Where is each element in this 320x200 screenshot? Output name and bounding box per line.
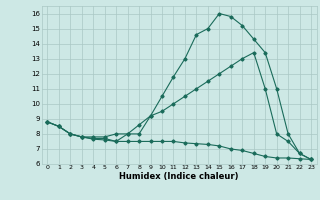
X-axis label: Humidex (Indice chaleur): Humidex (Indice chaleur) (119, 172, 239, 181)
